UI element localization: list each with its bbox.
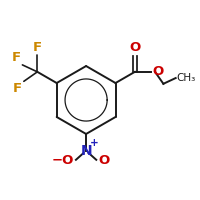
Text: −O: −O — [52, 154, 74, 167]
Text: N: N — [80, 144, 92, 158]
Text: F: F — [33, 41, 42, 54]
Text: F: F — [12, 51, 21, 64]
Text: O: O — [98, 154, 109, 167]
Text: F: F — [13, 82, 22, 95]
Text: O: O — [152, 65, 164, 78]
Text: CH₃: CH₃ — [177, 73, 196, 83]
Text: +: + — [90, 138, 99, 148]
Text: O: O — [129, 41, 140, 54]
